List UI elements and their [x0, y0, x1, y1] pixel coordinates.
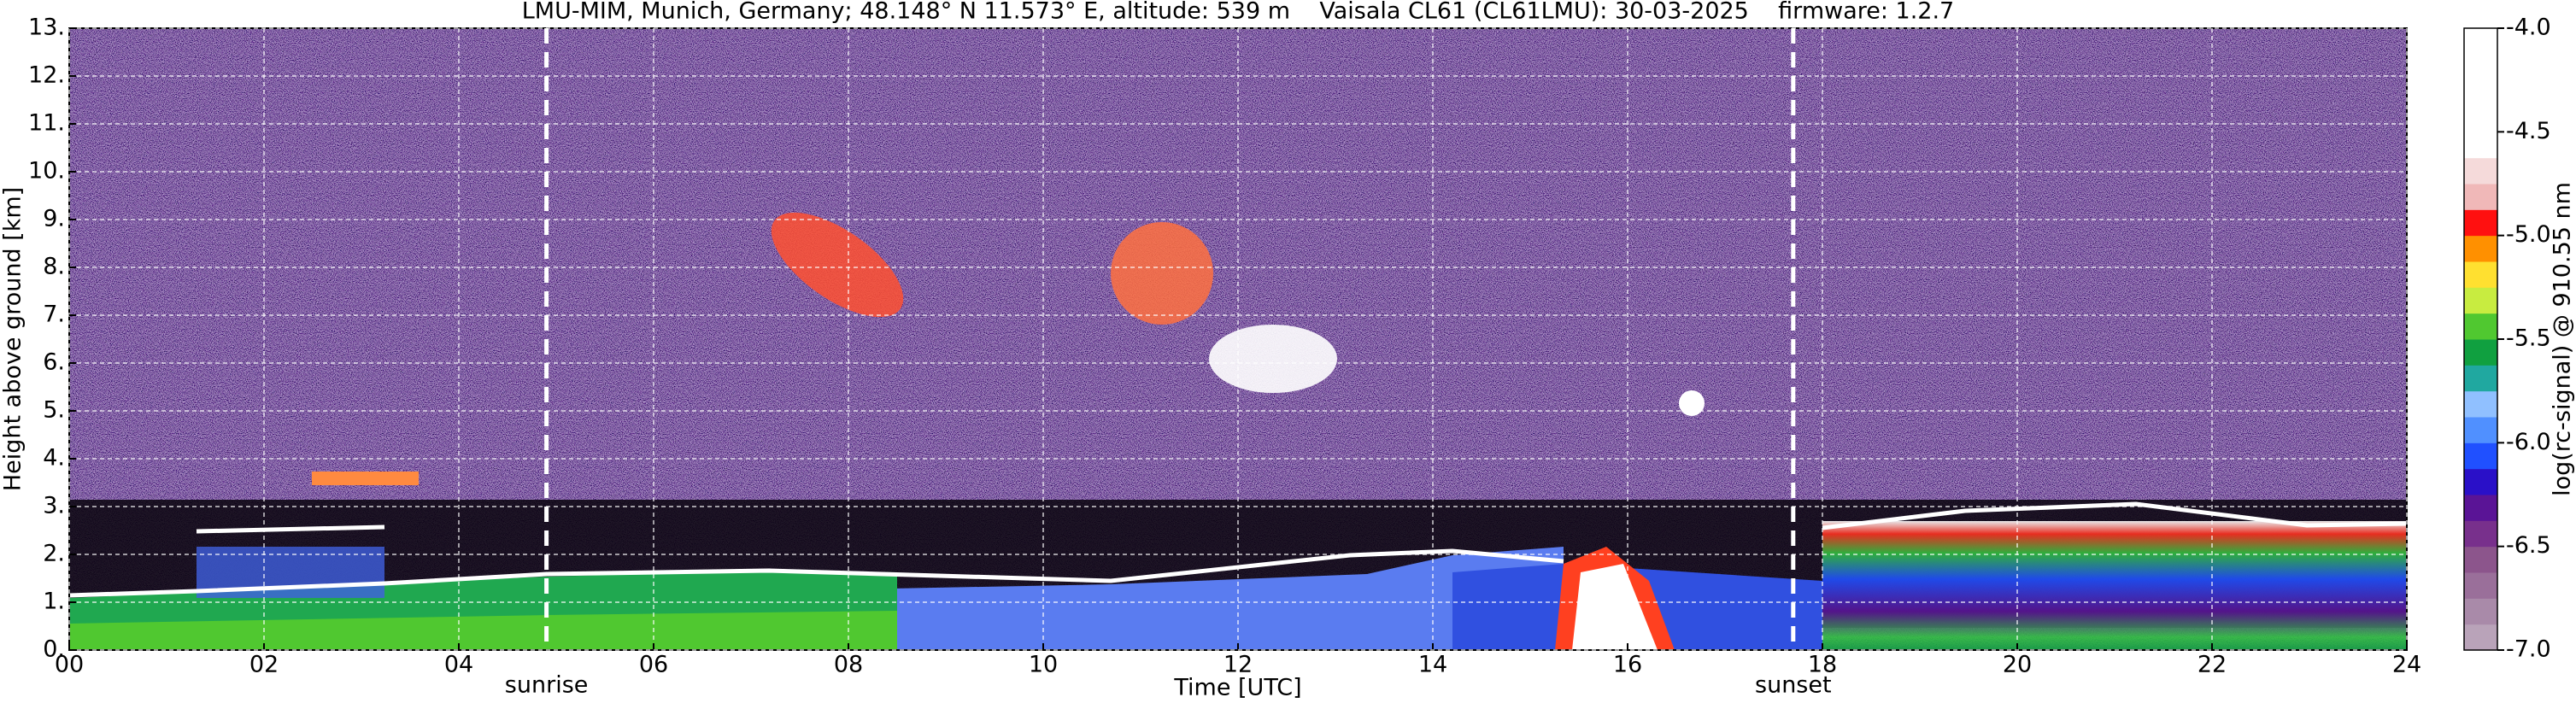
colorbar-tick-label: -4.0 [2506, 15, 2551, 41]
colorbar-segment [2464, 261, 2497, 288]
colorbar-segment [2464, 184, 2497, 210]
y-tick-label: 11. [28, 110, 65, 137]
boundary-layer [69, 611, 897, 650]
y-tick-label: 2. [43, 541, 65, 567]
colorbar-segment [2464, 287, 2497, 314]
x-tick-label: 06 [639, 652, 668, 678]
y-tick-label: 4. [43, 445, 65, 472]
colorbar-segment [2464, 28, 2497, 55]
colorbar-segment [2464, 495, 2497, 521]
colorbar-tick-label: -5.5 [2506, 325, 2551, 352]
y-tick-label: 1. [43, 589, 65, 615]
colorbar-segment [2464, 132, 2497, 159]
colorbar-segment [2464, 79, 2497, 107]
colorbar-tick-label: -4.5 [2506, 118, 2551, 144]
colorbar-segment [2464, 624, 2497, 651]
annotation-label: sunrise [505, 672, 589, 699]
y-tick-label: 9. [43, 206, 65, 232]
cirrus [1111, 222, 1213, 325]
chart-title: LMU-MIM, Munich, Germany; 48.148° N 11.5… [522, 0, 1955, 25]
colorbar-segment [2464, 572, 2497, 599]
x-tick-label: 00 [55, 652, 84, 678]
aerosol-layer [848, 547, 1564, 650]
x-tick-label: 20 [2003, 652, 2032, 678]
y-tick-label: 12. [28, 62, 65, 89]
colorbar-segment [2464, 209, 2497, 237]
y-tick-label: 5. [43, 397, 65, 424]
colorbar-segment [2464, 417, 2497, 443]
x-tick-label: 08 [834, 652, 863, 678]
colorbar-segment [2464, 235, 2497, 262]
colorbar-segment [2464, 365, 2497, 392]
x-tick-label: 18 [1808, 652, 1837, 678]
colorbar-segment [2464, 520, 2497, 548]
cirrus [1209, 325, 1337, 393]
colorbar-segment [2464, 54, 2497, 81]
colorbar-segment [2464, 546, 2497, 573]
cloud [312, 472, 419, 485]
layer-top [196, 524, 385, 534]
turbulent-layer [1822, 521, 2407, 650]
colorbar-tick-label: -7.0 [2506, 636, 2551, 663]
x-axis-label: Time [UTC] [1173, 675, 1301, 701]
x-tick-label: 22 [2198, 652, 2227, 678]
y-tick-label: 13. [28, 15, 65, 41]
x-tick-label: 14 [1418, 652, 1447, 678]
x-tick-label: 10 [1029, 652, 1058, 678]
y-tick-label: 6. [43, 349, 65, 376]
x-tick-label: 16 [1613, 652, 1642, 678]
colorbar-tick-label: -5.0 [2506, 221, 2551, 248]
y-tick-label: 0. [43, 636, 65, 663]
cloud [1679, 390, 1705, 416]
colorbar-segment [2464, 157, 2497, 185]
colorbar-segment [2464, 313, 2497, 340]
y-tick-label: 8. [43, 254, 65, 280]
x-tick-label: 04 [444, 652, 473, 678]
x-tick-label: 12 [1223, 652, 1253, 678]
layer-top [1822, 501, 2407, 530]
y-tick-label: 10. [28, 158, 65, 185]
y-axis-label: Height above ground [km] [0, 187, 26, 491]
y-tick-label: 3. [43, 493, 65, 519]
cirrus [771, 212, 904, 318]
colorbar-segment [2464, 442, 2497, 470]
layer-top [69, 548, 1564, 598]
colorbar-tick-label: -6.0 [2506, 429, 2551, 455]
low-cloud [1572, 564, 1658, 650]
colorbar-segment [2464, 106, 2497, 132]
colorbar-segment [2464, 598, 2497, 625]
colorbar-segment [2464, 390, 2497, 418]
x-tick-label: 24 [2392, 652, 2421, 678]
colorbar-segment [2464, 339, 2497, 366]
y-tick-label: 7. [43, 302, 65, 328]
annotation-label: sunset [1755, 672, 1832, 699]
colorbar-label: log(rc-signal) @ 910.55 nm [2550, 182, 2576, 496]
colorbar-segment [2464, 468, 2497, 495]
colorbar-tick-label: -6.5 [2506, 532, 2551, 559]
x-tick-label: 02 [249, 652, 279, 678]
